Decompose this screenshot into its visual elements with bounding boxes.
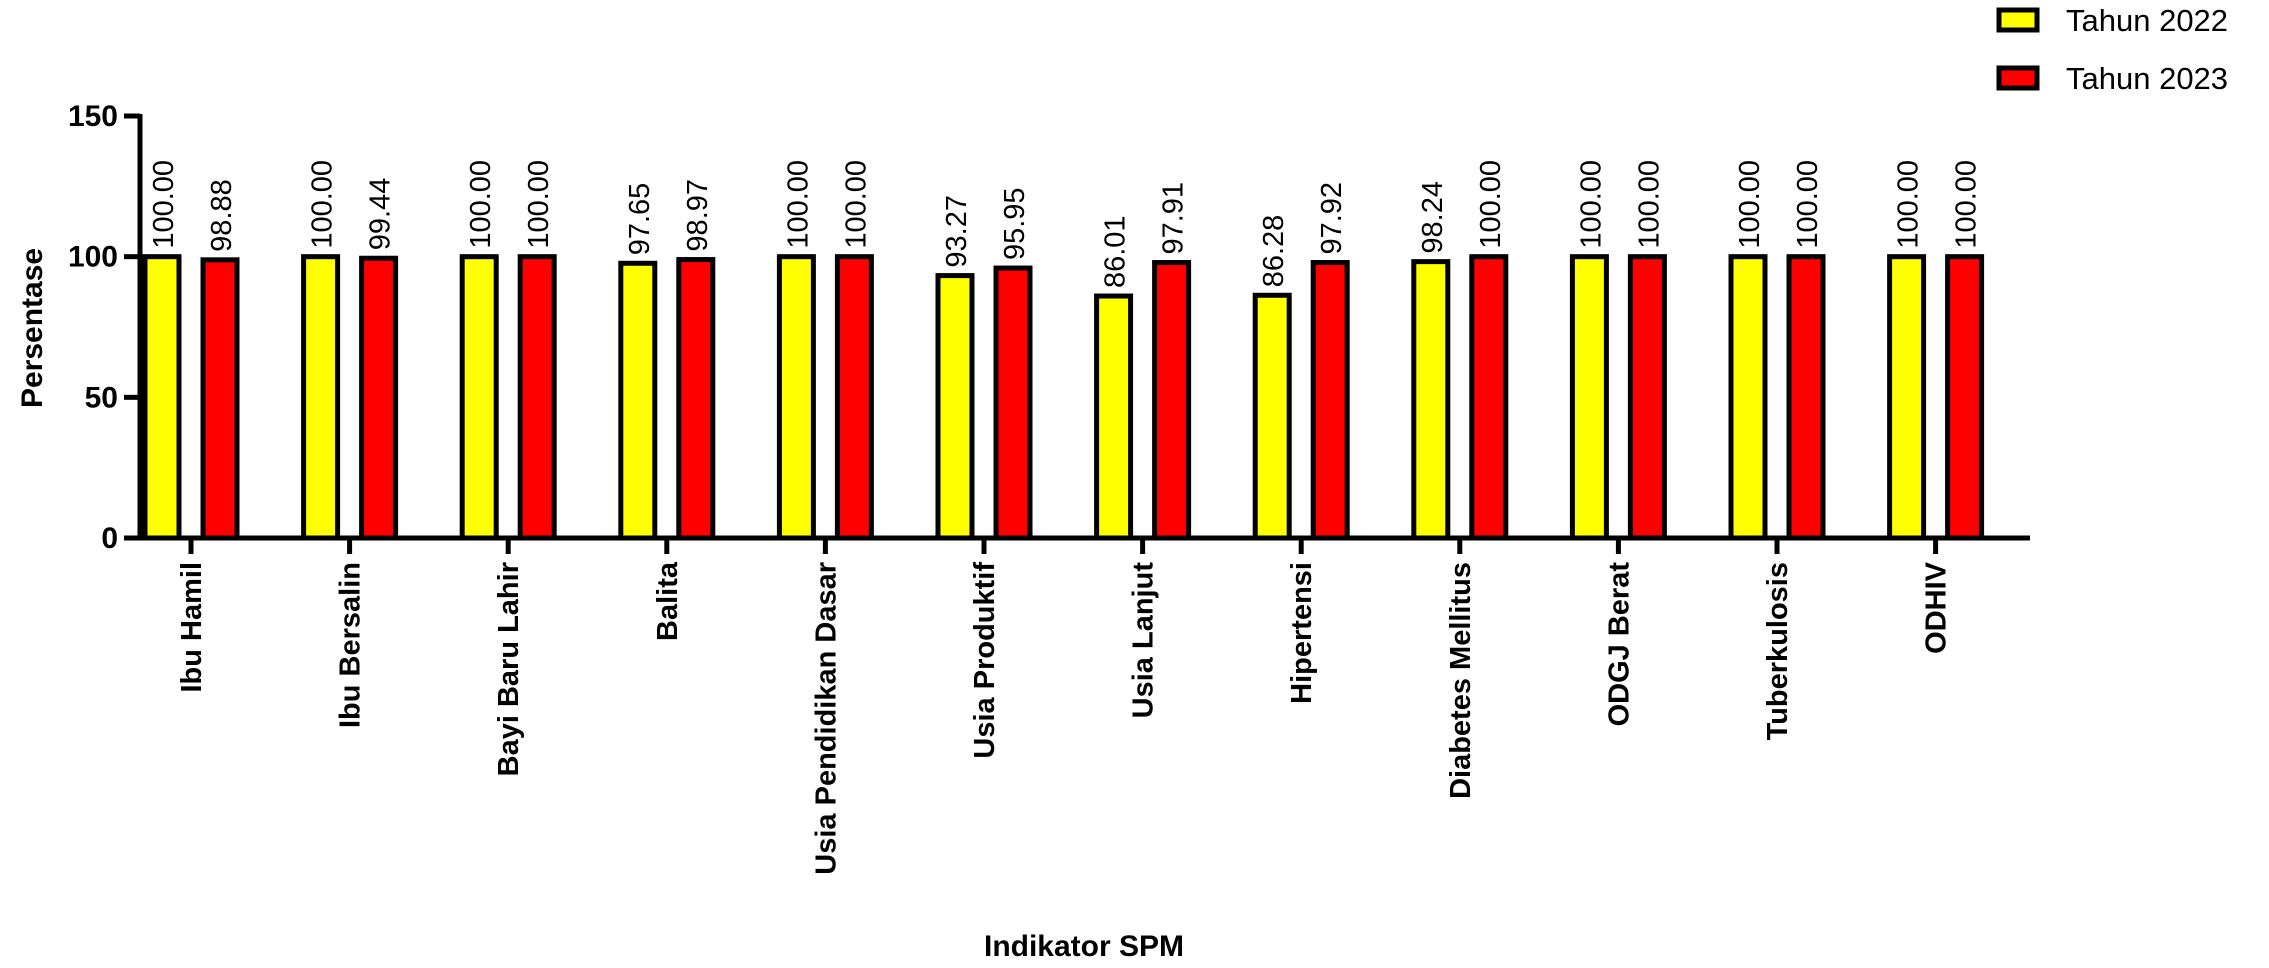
data-label: 99.44 <box>365 178 397 251</box>
data-label: 93.27 <box>941 195 973 268</box>
bar <box>1887 254 1927 541</box>
data-label: 100.00 <box>1475 160 1507 249</box>
x-tick-label: Bayi Baru Lahir <box>493 562 525 776</box>
bar <box>142 254 182 541</box>
data-label: 100.00 <box>148 160 180 249</box>
x-tick-label: Balita <box>652 561 684 641</box>
data-label: 100.00 <box>307 160 339 249</box>
x-tick-label: Tuberkulosis <box>1762 562 1794 740</box>
y-tick-label: 0 <box>101 522 118 555</box>
bar <box>1411 259 1451 541</box>
axes-layer: Ibu Hamil Ibu Bersalin Bayi Baru Lahir Bali… <box>68 100 2030 875</box>
data-label: 100.00 <box>465 160 497 249</box>
data-label: 100.00 <box>1893 160 1925 249</box>
x-tick-label: Usia Produktif <box>969 562 1001 759</box>
y-tick-label: 100 <box>68 241 118 274</box>
data-label: 86.28 <box>1258 215 1290 288</box>
data-label: 100.00 <box>1951 160 1983 249</box>
x-tick-label: ODGJ Berat <box>1603 562 1635 727</box>
bar <box>993 265 1033 541</box>
x-tick-label: Usia Lanjut <box>1128 562 1160 719</box>
bar <box>301 254 341 541</box>
bar <box>1469 254 1509 541</box>
x-tick-label: Ibu Hamil <box>176 562 208 693</box>
bar <box>1152 260 1192 541</box>
legend-label: Tahun 2022 <box>2066 3 2228 38</box>
data-label: 100.00 <box>1575 160 1607 249</box>
bars-layer <box>142 254 1985 541</box>
y-axis-title: Persentase <box>16 248 49 408</box>
data-label: 97.65 <box>624 183 656 256</box>
bar <box>935 273 975 541</box>
bar <box>459 254 499 541</box>
bar <box>618 260 658 541</box>
bar <box>517 254 557 541</box>
x-tick-label: Hipertensi <box>1286 562 1318 704</box>
legend-swatch <box>1996 65 2040 91</box>
bar <box>1094 293 1134 541</box>
x-tick-label: ODHIV <box>1921 561 1953 654</box>
data-label: 100.00 <box>1792 160 1824 249</box>
x-axis-title: Indikator SPM <box>984 930 1184 963</box>
data-label: 95.95 <box>999 187 1031 260</box>
x-tick-label: Usia Pendidikan Dasar <box>810 562 842 875</box>
bar <box>1252 292 1292 541</box>
bar <box>1627 254 1667 541</box>
bar <box>1728 254 1768 541</box>
bar <box>1310 260 1350 541</box>
bar <box>1786 254 1826 541</box>
bar <box>676 257 716 541</box>
data-label: 98.24 <box>1417 181 1449 254</box>
y-tick-label: 50 <box>85 381 118 414</box>
data-label: 100.00 <box>1633 160 1665 249</box>
data-label: 100.00 <box>1734 160 1766 249</box>
data-label: 98.97 <box>682 179 714 252</box>
data-label: 97.92 <box>1316 182 1348 255</box>
bar <box>1945 254 1985 541</box>
x-tick-label: Diabetes Mellitus <box>1445 562 1477 799</box>
legend-swatch <box>1996 7 2040 33</box>
y-tick-label: 150 <box>68 100 118 133</box>
data-labels-layer: 100.00 98.88 100.00 99.44 100.00 100.00 97.65 9… <box>148 160 1983 288</box>
x-tick-label: Ibu Bersalin <box>335 562 367 728</box>
bar <box>834 254 874 541</box>
legend-label: Tahun 2023 <box>2066 61 2228 96</box>
bar <box>776 254 816 541</box>
data-label: 100.00 <box>782 160 814 249</box>
data-label: 97.91 <box>1158 182 1190 255</box>
data-label: 100.00 <box>523 160 555 249</box>
data-label: 98.88 <box>206 179 238 252</box>
data-label: 100.00 <box>840 160 872 249</box>
data-label: 86.01 <box>1100 215 1132 288</box>
legend: Tahun 2022 Tahun 2023 <box>1996 3 2228 96</box>
bar <box>1569 254 1609 541</box>
bar <box>359 255 399 541</box>
bar <box>200 257 240 541</box>
